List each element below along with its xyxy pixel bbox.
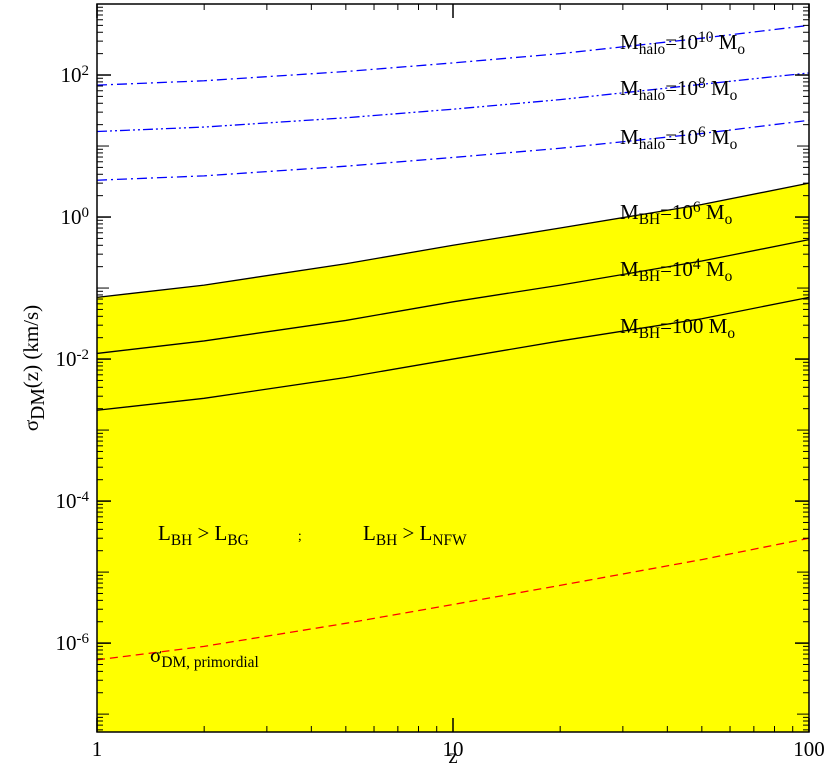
annotation-part: BG	[227, 532, 248, 549]
annotation-part: o	[725, 268, 733, 285]
x-tick-label: 10	[443, 737, 464, 761]
y-tick-label: 10-6	[56, 631, 90, 655]
annotation-part: BH	[376, 532, 397, 549]
y-axis-label-part: DM	[28, 388, 49, 420]
y-tick-power: 2	[82, 63, 90, 79]
annotation-part: ;	[298, 528, 302, 543]
annotation-part: o	[737, 41, 745, 58]
annotation-part: halo	[639, 136, 666, 153]
annotation-part: NFW	[432, 532, 467, 549]
y-tick-power: -6	[77, 631, 90, 647]
annotation-part: σ	[150, 643, 161, 667]
annotation-part: BH	[639, 211, 660, 228]
annotation-part: L	[363, 521, 376, 545]
annotation-part: L	[158, 521, 171, 545]
annotation-part: M	[701, 200, 725, 224]
annotation-part: BH	[639, 268, 660, 285]
y-tick-power: -2	[77, 347, 90, 363]
annotation-part: DM, primordial	[161, 654, 258, 671]
annotation-part: M	[620, 76, 639, 100]
y-tick-base: 10	[56, 489, 77, 513]
annotation-part: o	[730, 136, 738, 153]
annotation-part: =10	[665, 30, 698, 54]
annotation-part: 4	[693, 256, 701, 273]
annotation-part: M	[706, 125, 730, 149]
area	[97, 183, 809, 733]
annotation: MBH=106 Mo	[620, 199, 733, 227]
annotation-part: =10	[660, 257, 693, 281]
line	[96, 24, 810, 86]
line	[96, 72, 810, 133]
y-axis-label-part: (z) (km/s)	[19, 305, 43, 388]
annotation-part: =10	[665, 76, 698, 100]
y-tick-power: 0	[82, 205, 90, 221]
line	[96, 182, 810, 298]
annotation-part: o	[727, 325, 735, 342]
annotation-part: M	[706, 76, 730, 100]
annotation-part: =10	[665, 125, 698, 149]
annotation-part: M	[620, 30, 639, 54]
y-tick-power: -4	[77, 489, 90, 505]
annotation-part: M	[620, 257, 639, 281]
y-tick-label: 102	[61, 63, 90, 87]
annotation-part: M	[620, 314, 639, 338]
annotation: Mhalo=106 Mo	[620, 124, 738, 152]
annotation: ;	[298, 528, 302, 543]
y-tick-base: 10	[56, 347, 77, 371]
line	[96, 239, 810, 355]
line	[96, 537, 810, 661]
annotation: Mhalo=1010 Mo	[620, 29, 745, 57]
annotation-part: M	[713, 30, 737, 54]
annotation-part: o	[730, 87, 738, 104]
annotation: MBH=104 Mo	[620, 256, 733, 284]
annotation-part: M	[701, 257, 725, 281]
annotation-part: > L	[192, 521, 227, 545]
y-tick-label: 10-2	[56, 347, 90, 371]
line	[96, 296, 810, 411]
annotation-part: o	[725, 211, 733, 228]
annotation-part: 6	[698, 124, 706, 141]
annotation-part: 6	[693, 199, 701, 216]
annotation-part: BH	[639, 325, 660, 342]
annotation-part: BH	[171, 532, 192, 549]
annotation-part: =10	[660, 200, 693, 224]
y-axis-label: σDM(z) (km/s)	[19, 305, 49, 431]
annotation-part: 8	[698, 75, 706, 92]
annotation: σDM, primordial	[150, 643, 259, 671]
annotation-part: 10	[698, 29, 714, 46]
annotation-part: halo	[639, 87, 666, 104]
y-tick-base: 10	[56, 631, 77, 655]
y-tick-label: 100	[61, 205, 90, 229]
annotation: MBH=100 Mo	[620, 314, 735, 342]
x-axis-label: z	[448, 744, 457, 768]
y-tick-base: 10	[61, 205, 82, 229]
annotation: LBH > LBG	[158, 521, 249, 549]
annotation: LBH > LNFW	[363, 521, 467, 549]
annotation-part: M	[620, 125, 639, 149]
x-tick-label: 1	[92, 737, 103, 761]
annotation-part: M	[620, 200, 639, 224]
y-tick-base: 10	[61, 63, 82, 87]
annotation-part: halo	[639, 41, 666, 58]
annotation-part: > L	[397, 521, 432, 545]
annotation-part: =100 M	[660, 314, 728, 338]
annotation: Mhalo=108 Mo	[620, 75, 738, 103]
y-tick-label: 10-4	[56, 489, 90, 513]
y-axis-label-part: σ	[19, 420, 43, 431]
line	[96, 119, 810, 181]
x-tick-label: 100	[793, 737, 825, 761]
